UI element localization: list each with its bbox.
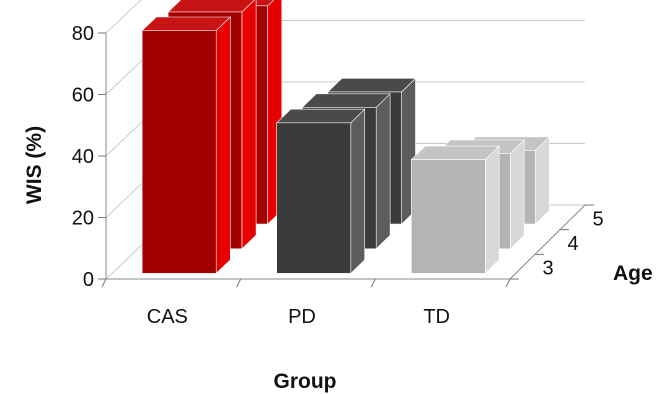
x-tick-1: [236, 278, 242, 288]
bar-top: [141, 16, 232, 31]
bar-cas-age-3: [141, 16, 232, 275]
x-tick-0: [101, 278, 107, 288]
z-tick-label-4: 4: [568, 233, 579, 255]
y-axis-title: WIS (%): [23, 126, 46, 204]
bar-side: [241, 0, 257, 250]
z-axis-title: Age: [613, 262, 653, 285]
depth-axis-line: [509, 204, 586, 280]
bar-td-age-3: [410, 145, 500, 275]
y-tick-label-2: 40: [72, 146, 94, 168]
bar-top: [167, 0, 255, 13]
x-tick-2: [370, 278, 376, 288]
x-tick-3: [505, 278, 511, 288]
gridline-4: [105, 0, 142, 34]
x-axis-title: Group: [274, 370, 337, 393]
bar-side: [215, 16, 231, 275]
z-tick-label-5: 5: [593, 208, 604, 230]
axes: [98, 0, 594, 288]
bar-top: [327, 78, 417, 93]
z-tick-label-3: 3: [543, 258, 554, 280]
bar-top: [301, 93, 391, 108]
x-tick-label-td: TD: [423, 306, 450, 328]
x-tick-label-cas: CAS: [147, 306, 188, 328]
bar-front: [410, 159, 486, 274]
tick-labels: 0 20 40 60 80 CAS PD TD 345: [72, 23, 604, 328]
bar-side: [484, 145, 500, 275]
bar-side: [350, 108, 366, 275]
bar-top: [410, 145, 500, 160]
bar-front: [141, 30, 217, 274]
bar-side: [535, 136, 550, 225]
bar-top: [275, 108, 366, 124]
y-tick-label-1: 20: [72, 208, 94, 230]
x-tick-label-pd: PD: [288, 306, 316, 328]
bar-side: [375, 93, 391, 250]
y-tick-label-3: 60: [72, 85, 94, 107]
y-tick-label-4: 80: [72, 23, 94, 45]
bar-side: [510, 139, 525, 250]
y-tick-label-0: 0: [83, 269, 94, 291]
bars: [141, 0, 551, 275]
bar-front: [276, 122, 352, 274]
bar-pd-age-3: [275, 108, 366, 275]
